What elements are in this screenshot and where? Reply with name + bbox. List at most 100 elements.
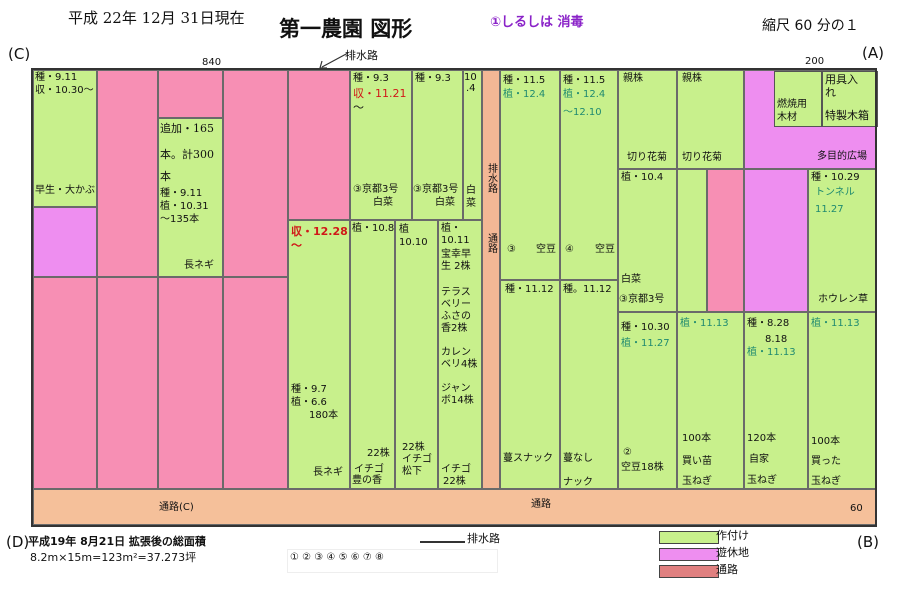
plot-label: 切り花菊 [682,152,722,163]
plot-label: ボ14株 [441,395,474,406]
plot-label: ③京都3号 [619,294,665,305]
legend-label-planted: 作付け [716,529,749,542]
plot-label: 燃焼用 [777,99,807,110]
plot-label: 白菜 [435,197,455,208]
plot-label: .4 [466,83,476,94]
plot-label: ～ [353,101,364,114]
plot-label: 買った [811,456,841,467]
dimension-840: 840 [202,57,222,68]
plot-label: 種・8.28 [747,318,790,329]
plot-p15: 収・12.28 ～ 種・9.7 植・6.6 180本 長ネギ [288,220,350,489]
plot-label: ～12.10 [563,107,602,118]
plot-p9: 種・11.5 植・12.4 ③ 空豆 [500,70,560,280]
corner-c: (C) [8,45,31,63]
plot-label: 22株 [402,442,425,453]
plot-label: 香2株 [441,323,468,334]
plot-pink-3b [158,277,223,489]
plot-pink-5 [288,70,350,220]
legend-swatch-fallow [659,548,719,561]
plot-label: 宝幸早 [441,249,471,260]
plot-label: ベリー [441,299,471,310]
plot-label: 収・11.21 [353,87,407,100]
drain-label-top: 排水路 [345,49,378,62]
plot-p10: 種・11.5 植・12.4 ～12.10 ④ 空豆 [560,70,618,280]
plot-label: 種・9.7 [291,384,327,395]
plot-label: 白 [466,185,476,196]
plot-label: 玉ねぎ [811,476,841,487]
plot-label: 白菜 [621,274,641,285]
plot-pink-4a [223,70,288,277]
plot-label: 玉ねぎ [747,475,777,486]
plot-label: 植・11.27 [621,338,670,349]
plot-label: 種・9.11 [35,72,78,83]
plot-label: 植・10.4 [621,172,664,183]
plot-label: 植・10.8 [352,223,395,234]
disinfection-note: ①しるしは 消毒 [490,15,584,30]
corner-a: (A) [862,44,884,62]
plot-pink-12 [707,169,744,312]
plot-p16: 植・10.8 22株 イチゴ 豊の香 [350,220,395,489]
plot-label: 長ネギ [184,260,214,271]
plot-label: ～ [291,239,302,252]
plot-pink-2a [97,70,158,277]
plot-p21: 種・8.28 8.18 植・11.13 120本 自家 玉ねぎ [744,312,808,489]
plot-label: 120本 [747,433,777,444]
legend-label-fallow: 遊休地 [716,546,749,559]
plot-label: 種・11.12 [505,284,554,295]
plot-label: 10.11 [441,235,470,246]
plot-label: 松下 [402,466,422,477]
plot-label: 通路 [485,233,497,253]
plot-label: テラス [441,287,471,298]
corner-d: (D) [6,533,30,551]
plot-label: 買い苗 [682,456,712,467]
plot-label: 植・11.13 [747,347,796,358]
plot-label: 生 2株 [441,261,471,272]
plot-label: 本 [160,170,171,183]
plot-label: 豊の香 [352,475,382,486]
plot-label: 180本 [309,410,339,421]
plot-p19: 種・10.30 植・11.27 ② 空豆18株 [618,312,677,489]
plot-label: 木材 [777,112,797,123]
area-line-1: 平成19年 8月21日 拡張後の総面積 [28,535,206,548]
plot-label: 親株 [682,73,702,84]
drain-legend-line [420,541,465,543]
road-bottom: 通路(C) 通路 60 [33,489,877,525]
plot-label: 早生・大かぶ [35,185,95,196]
plot-label: 植・10.31 [160,201,209,212]
plot-label: 用具入 [825,73,858,86]
plot-label: ベリ4株 [441,359,478,370]
plot-label: 種・11.5 [563,75,606,86]
plot-label: 100本 [811,436,841,447]
plot-label: 11.27 [815,204,844,215]
plot-fallow-1 [33,207,97,277]
plot-label: イチゴ [441,464,471,475]
plot-label: 植・11.13 [811,318,860,329]
plot-pink-1 [33,277,97,489]
plot-label: 種・9.3 [353,73,389,84]
plot-label: ③ [507,244,516,255]
plot-label: 植・11.13 [680,318,729,329]
plot-label: 排水路 [485,163,497,193]
plot-label: 60 [850,503,863,514]
plot-label: ふさの [441,311,471,322]
plot-p13: 燃焼用 木材 用具入 れ 特製木箱 多目的広場 [744,70,878,169]
legend-swatch-planted [659,531,719,544]
corner-b: (B) [857,533,879,551]
plot-label: ホウレン草 [818,294,868,305]
dimension-200: 200 [805,56,825,67]
plot-label: 菜 [466,198,476,209]
firewood-box: 燃焼用 木材 [774,71,822,127]
plot-p10-lower: 種。11.12 蔓なし ナック [560,280,618,489]
plot-label: 10.10 [399,237,428,248]
number-strip: ① ② ③ ④ ⑤ ⑥ ⑦ ⑧ [287,549,498,573]
plot-label: ② [623,447,632,458]
plot-label: 白菜 [373,197,393,208]
plot-label: 植 [399,224,409,235]
drain-legend-label: 排水路 [467,532,500,545]
plot-p17: 植 10.10 22株 イチゴ 松下 [395,220,438,489]
plot-label: ～135本 [160,214,200,225]
area-line-2: 8.2m×15m=123m²=37.273坪 [30,551,197,564]
plot-label: 種・10.30 [621,322,670,333]
legend-label-road: 通路 [716,563,738,576]
plot-label: 親株 [623,73,643,84]
